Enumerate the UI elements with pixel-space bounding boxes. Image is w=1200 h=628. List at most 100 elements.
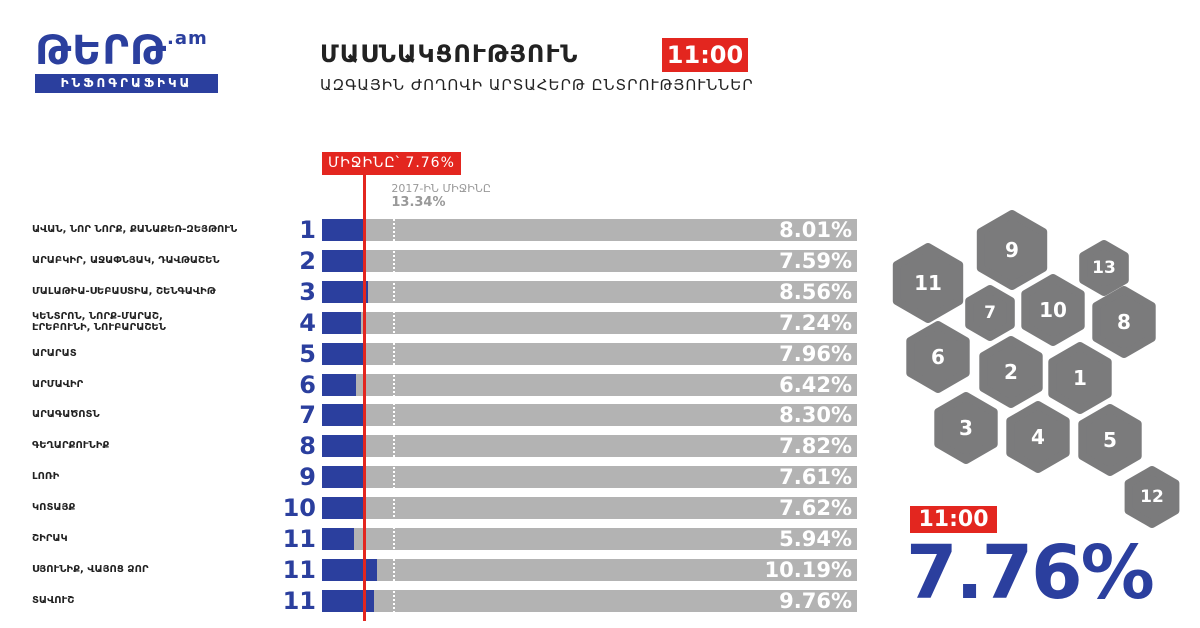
map-district <box>892 243 964 323</box>
map-district <box>1092 286 1156 358</box>
value-label: 8.01% <box>779 218 852 242</box>
map-district <box>1021 274 1085 346</box>
average-label: ՄԻՋԻՆԸ՝ 7.76% <box>322 152 461 175</box>
bar <box>322 342 365 365</box>
district-number: 11 <box>282 525 316 553</box>
map-district-label: 8 <box>1117 310 1131 334</box>
map-district-label: 9 <box>1005 238 1019 262</box>
value-label: 7.61% <box>779 465 852 490</box>
logo-tagline: ԻՆՖՈԳՐԱՖԻԿԱ <box>35 74 218 93</box>
map-district-label: 4 <box>1031 425 1045 449</box>
bar <box>322 311 361 334</box>
map-district-label: 7 <box>984 303 996 323</box>
bar-track <box>322 528 857 550</box>
chart-subtitle: ԱԶԳԱՅԻՆ ԺՈՂՈՎԻ ԱՐՏԱՀԵՐԹ ԸՆՏՐՈՒԹՅՈՒՆՆԵՐ <box>320 76 754 94</box>
bar <box>322 435 364 458</box>
value-label: 6.42% <box>779 372 852 397</box>
value-label: 7.82% <box>779 434 852 459</box>
category-label: ԼՈՌԻ <box>32 471 60 483</box>
map-district-label: 12 <box>1140 487 1164 507</box>
bar-track <box>322 558 857 581</box>
value-label: 9.76% <box>779 588 852 613</box>
chart-title: ՄԱՍՆԱԿՑՈՒԹՅՈՒՆ <box>320 40 579 68</box>
map-district-label: 11 <box>914 271 942 295</box>
bar-track <box>322 342 857 365</box>
logo-text: ԹԵՐԹ <box>35 28 168 74</box>
category-label: ԳԵՂԱՐՔՈՒՆԻՔ <box>32 440 110 452</box>
district-number: 8 <box>299 432 316 461</box>
category-label: ԱՐՄԱՎԻՐ <box>32 378 84 390</box>
district-number: 1 <box>299 216 316 244</box>
summary-time: 11:00 <box>910 506 997 533</box>
value-label: 7.96% <box>779 341 852 366</box>
district-number: 2 <box>299 246 316 275</box>
logo-suffix: .am <box>167 28 208 49</box>
previous-average-title: 2017-ԻՆ ՄԻՋԻՆԸ <box>391 182 491 195</box>
bar <box>322 249 363 272</box>
bar <box>322 373 357 396</box>
previous-average-line <box>393 219 396 613</box>
map-district-label: 10 <box>1039 298 1067 322</box>
bar-track <box>322 497 857 520</box>
district-number: 3 <box>299 277 316 306</box>
bar <box>322 528 354 550</box>
bar <box>322 466 363 489</box>
bar <box>322 404 367 427</box>
bar-track <box>322 435 857 458</box>
logo: ԹԵՐԹ.am <box>35 28 208 74</box>
map-district <box>906 321 970 393</box>
map-district-label: 1 <box>1073 366 1087 390</box>
category-label: ԱՐԱԳԱԾՈՏՆ <box>32 409 100 421</box>
category-label: ՏԱՎՈՒՇ <box>32 594 75 606</box>
map-district-label: 2 <box>1004 360 1018 384</box>
category-label: ԿԵՆՏՐՈՆ, ՆՈՐՔ-ՄԱՐԱՇ, ԷՐԵԲՈՒՆԻ, ՆՈՒԲԱՐԱՇԵ… <box>32 310 166 333</box>
map-district <box>979 336 1043 408</box>
value-label: 10.19% <box>764 557 852 582</box>
map-district-label: 3 <box>959 416 973 440</box>
district-number: 6 <box>299 370 316 399</box>
category-label: ԱՐԱԲԿԻՐ, ԱՋԱՓՆՅԱԿ, ԴԱՎԹԱՇԵՆ <box>32 254 220 266</box>
bar-track <box>322 404 857 427</box>
bar-track <box>322 311 857 334</box>
value-label: 8.30% <box>779 403 852 428</box>
district-number: 10 <box>282 494 316 523</box>
bar-track <box>322 219 857 241</box>
value-label: 7.59% <box>779 248 852 273</box>
previous-average-label: 13.34% <box>391 195 446 210</box>
map-district-label: 13 <box>1092 258 1116 278</box>
bar <box>322 280 368 303</box>
district-number: 9 <box>299 463 316 492</box>
bar-track <box>322 249 857 272</box>
map-district <box>1048 342 1112 414</box>
map-district <box>934 392 998 464</box>
category-label: ՄԱԼԱԹԻԱ-ՍԵԲԱՍՏԻԱ, ՇԵՆԳԱՎԻԹ <box>32 285 216 297</box>
title-badge: 11:00 <box>662 38 748 72</box>
district-number: 11 <box>282 555 316 584</box>
district-number: 11 <box>282 586 316 615</box>
map-district-label: 6 <box>931 345 945 369</box>
value-label: 7.24% <box>779 310 852 335</box>
bar <box>322 497 363 520</box>
category-label: ՇԻՐԱԿ <box>32 533 68 544</box>
bar <box>322 219 365 241</box>
map-district <box>1078 404 1142 476</box>
summary-value: 7.76% <box>906 530 1155 616</box>
average-line <box>362 175 366 621</box>
map-district-label: 5 <box>1103 428 1117 452</box>
map-district <box>1124 466 1180 528</box>
bar-track <box>322 466 857 489</box>
bar-track <box>322 373 857 396</box>
bar-track <box>322 589 857 612</box>
district-number: 4 <box>299 308 316 337</box>
value-label: 5.94% <box>779 527 852 551</box>
map-district <box>1006 401 1070 473</box>
map-district <box>1079 240 1129 296</box>
value-label: 8.56% <box>779 279 852 304</box>
value-label: 7.62% <box>779 496 852 521</box>
category-label: ՍՅՈՒՆԻՔ, ՎԱՅՈՑ ՁՈՐ <box>32 563 149 575</box>
district-number: 7 <box>299 401 316 430</box>
map-district <box>976 210 1048 290</box>
category-label: ԱՐԱՐԱՏ <box>32 347 77 359</box>
